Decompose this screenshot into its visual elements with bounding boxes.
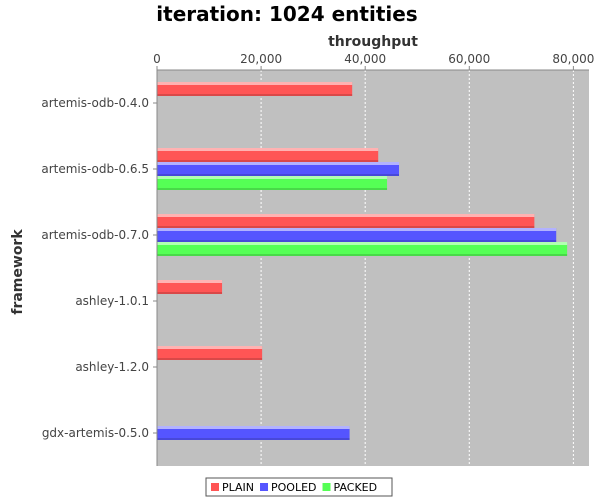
bar-plain-ashley-1-0-1 — [157, 280, 223, 294]
bar-shadow — [157, 174, 400, 176]
bar-plain-artemis-odb-0-4-0 — [157, 82, 353, 96]
legend-swatch-plain — [211, 483, 219, 491]
bar-fill — [157, 346, 263, 360]
bar-shadow — [157, 94, 353, 96]
bar-packed-artemis-odb-0-7-0 — [157, 242, 568, 256]
bars — [157, 82, 568, 440]
y-axis-title: framework — [10, 229, 26, 315]
grid-lines — [260, 70, 574, 466]
x-tick-label: 20,000 — [240, 52, 282, 66]
bar-shadow — [157, 188, 388, 190]
bar-highlight — [157, 162, 400, 165]
y-tick-label-gdx-artemis-0-5-0: gdx-artemis-0.5.0 — [42, 426, 149, 440]
bar-fill — [157, 214, 535, 228]
y-tick-label-artemis-odb-0-7-0: artemis-odb-0.7.0 — [41, 228, 149, 242]
x-tick-label: 0 — [153, 52, 161, 66]
legend-label-packed: PACKED — [334, 481, 378, 494]
bar-highlight — [157, 176, 388, 179]
bar-fill — [157, 82, 353, 96]
y-tick-label-ashley-1-2-0: ashley-1.2.0 — [75, 360, 149, 374]
bar-fill — [157, 242, 568, 256]
chart-title: iteration: 1024 entities — [156, 2, 417, 26]
bar-highlight — [157, 280, 223, 283]
bar-fill — [157, 148, 379, 162]
x-axis-ticks: 0 20,000 40,000 60,000 80,000 — [153, 52, 594, 70]
legend-swatch-pooled — [260, 483, 269, 491]
bar-plain-artemis-odb-0-6-5 — [157, 148, 379, 162]
bar-highlight — [157, 214, 535, 217]
bar-fill — [157, 228, 557, 242]
bar-plain-ashley-1-2-0 — [157, 346, 263, 360]
x-tick-label: 80,000 — [552, 52, 594, 66]
bar-fill — [157, 426, 350, 440]
x-tick-label: 40,000 — [344, 52, 386, 66]
bar-shadow — [157, 226, 535, 228]
legend: PLAIN POOLED PACKED — [205, 477, 393, 497]
bar-shadow — [157, 358, 263, 360]
y-tick-label-ashley-1-0-1: ashley-1.0.1 — [75, 294, 149, 308]
bar-pooled-artemis-odb-0-7-0 — [157, 228, 557, 242]
bar-plain-artemis-odb-0-7-0 — [157, 214, 535, 228]
bar-fill — [157, 162, 400, 176]
y-tick-label-artemis-odb-0-4-0: artemis-odb-0.4.0 — [41, 96, 149, 110]
bar-shadow — [157, 160, 379, 162]
x-axis-title: throughput — [328, 34, 418, 50]
bar-highlight — [157, 148, 379, 151]
bar-fill — [157, 176, 388, 190]
bar-pooled-artemis-odb-0-6-5 — [157, 162, 400, 176]
plot-area — [157, 70, 589, 466]
bar-highlight — [157, 346, 263, 349]
legend-box — [205, 477, 393, 497]
bar-shadow — [157, 254, 568, 256]
legend-swatch-packed — [322, 483, 331, 491]
bar-highlight — [157, 228, 557, 231]
x-tick-label: 60,000 — [448, 52, 490, 66]
legend-label-pooled: POOLED — [271, 481, 317, 494]
bar-shadow — [157, 438, 350, 440]
bar-highlight — [157, 242, 568, 245]
y-axis-ticks: artemis-odb-0.4.0 artemis-odb-0.6.5 artemi… — [41, 96, 157, 440]
bar-fill — [157, 280, 223, 294]
bar-pooled-gdx-artemis-0-5-0 — [157, 426, 350, 440]
bar-shadow — [157, 292, 223, 294]
bar-highlight — [157, 426, 350, 429]
bar-highlight — [157, 82, 353, 85]
bar-packed-artemis-odb-0-6-5 — [157, 176, 388, 190]
y-tick-label-artemis-odb-0-6-5: artemis-odb-0.6.5 — [41, 162, 149, 176]
legend-label-plain: PLAIN — [222, 481, 254, 494]
bar-shadow — [157, 240, 557, 242]
